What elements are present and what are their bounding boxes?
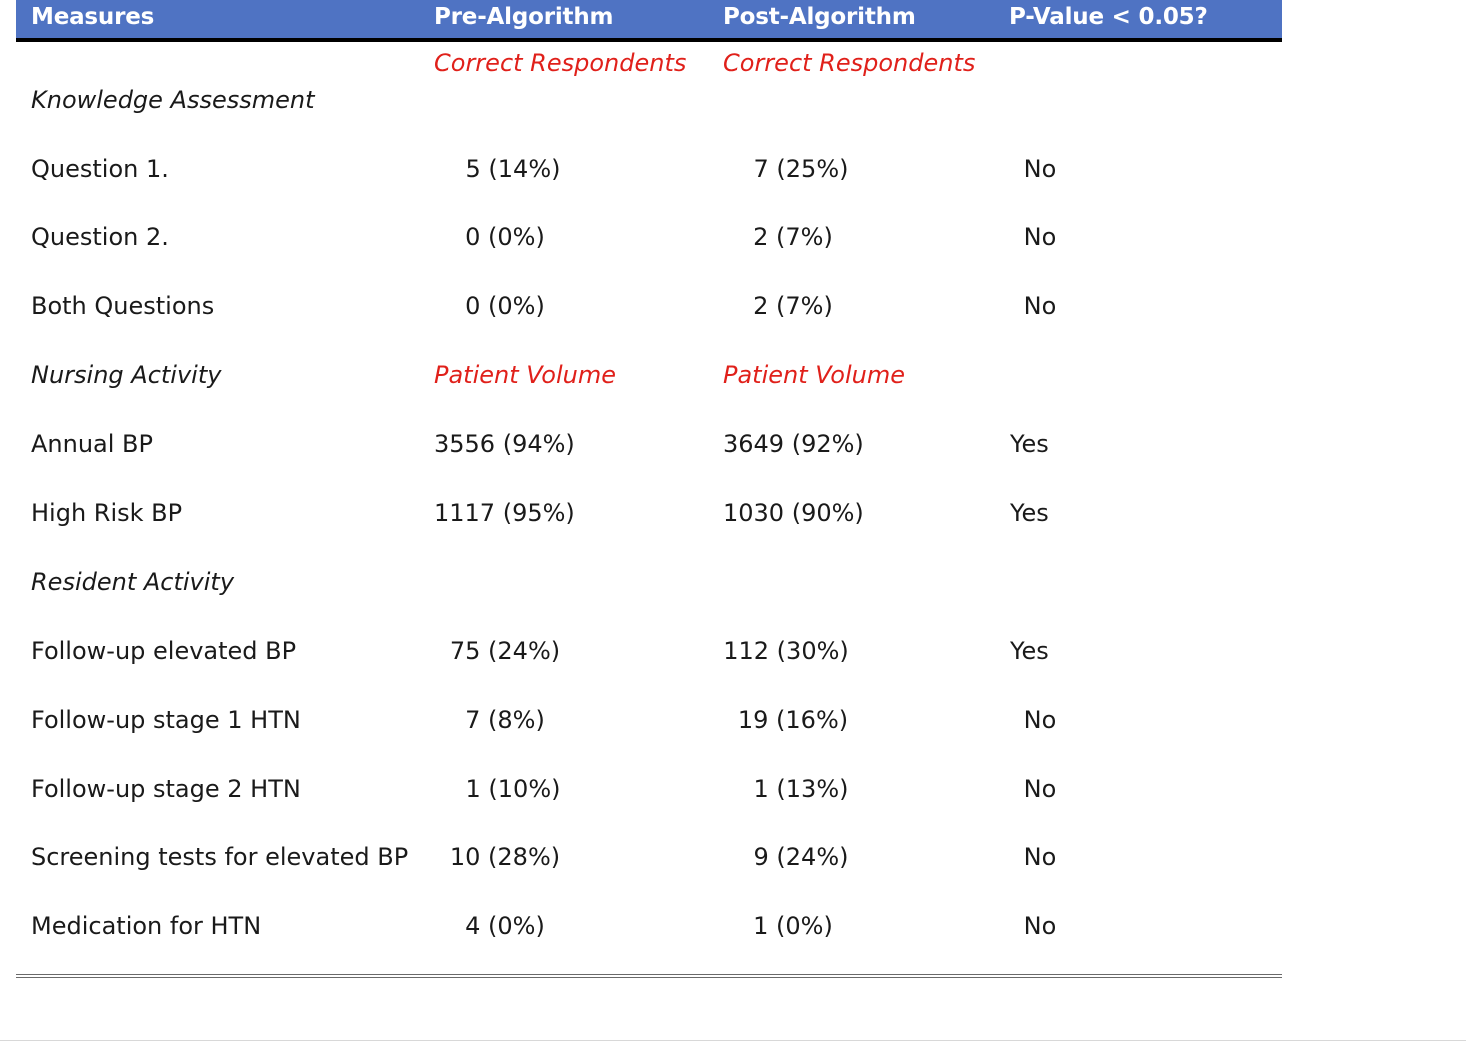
row-significance: Yes (1010, 637, 1049, 665)
row-measure: High Risk BP (31, 499, 183, 527)
row-pre-value: 75 (24%) (449, 637, 561, 665)
row-measure: Question 1. (31, 155, 169, 183)
header-post-algorithm: Post-Algorithm (723, 4, 916, 30)
row-measure: Follow-up stage 1 HTN (31, 706, 301, 734)
nursing-pre-subheader: Patient Volume (434, 361, 616, 389)
header-p-value: P-Value < 0.05? (1009, 4, 1208, 30)
row-measure: Both Questions (31, 292, 215, 320)
table-header: Measures Pre-Algorithm Post-Algorithm P-… (16, 0, 1282, 42)
section-nursing-activity: Nursing Activity (31, 361, 222, 389)
row-pre-value: 10 (28%) (449, 843, 561, 871)
row-significance: No (1023, 706, 1057, 734)
row-post-value: 19 (16%) (737, 706, 849, 734)
section-knowledge-assessment: Knowledge Assessment (31, 86, 315, 114)
row-post-value: 112 (30%) (723, 637, 849, 665)
row-measure: Follow-up stage 2 HTN (31, 775, 301, 803)
row-pre-value: 4 (0%) (465, 912, 545, 940)
row-post-value: 1030 (90%) (723, 499, 864, 527)
table-bottom-rule (16, 974, 1282, 978)
row-significance: No (1023, 223, 1057, 251)
row-significance: Yes (1010, 499, 1049, 527)
row-measure: Follow-up elevated BP (31, 637, 297, 665)
row-post-value: 3649 (92%) (723, 430, 864, 458)
knowledge-post-subheader: Correct Respondents (723, 49, 976, 77)
row-measure: Screening tests for elevated BP (31, 843, 409, 871)
row-significance: Yes (1010, 430, 1049, 458)
row-pre-value: 1 (10%) (465, 775, 561, 803)
row-significance: No (1023, 775, 1057, 803)
row-measure: Question 2. (31, 223, 169, 251)
row-measure: Annual BP (31, 430, 153, 458)
row-pre-value: 0 (0%) (465, 292, 545, 320)
row-post-value: 1 (13%) (753, 775, 849, 803)
row-post-value: 9 (24%) (753, 843, 849, 871)
row-post-value: 2 (7%) (753, 292, 833, 320)
knowledge-pre-subheader: Correct Respondents (434, 49, 687, 77)
row-pre-value: 0 (0%) (465, 223, 545, 251)
row-post-value: 2 (7%) (753, 223, 833, 251)
row-post-value: 7 (25%) (753, 155, 849, 183)
page-bottom-edge (0, 1040, 1466, 1041)
row-measure: Medication for HTN (31, 912, 262, 940)
nursing-post-subheader: Patient Volume (723, 361, 905, 389)
row-significance: No (1023, 155, 1057, 183)
row-significance: No (1023, 843, 1057, 871)
results-table: Measures Pre-Algorithm Post-Algorithm P-… (16, 0, 1282, 1045)
section-resident-activity: Resident Activity (31, 568, 235, 596)
row-post-value: 1 (0%) (753, 912, 833, 940)
header-measures: Measures (31, 4, 155, 30)
row-significance: No (1023, 912, 1057, 940)
header-pre-algorithm: Pre-Algorithm (434, 4, 614, 30)
row-significance: No (1023, 292, 1057, 320)
row-pre-value: 7 (8%) (465, 706, 545, 734)
row-pre-value: 1117 (95%) (434, 499, 575, 527)
row-pre-value: 3556 (94%) (434, 430, 575, 458)
row-pre-value: 5 (14%) (465, 155, 561, 183)
